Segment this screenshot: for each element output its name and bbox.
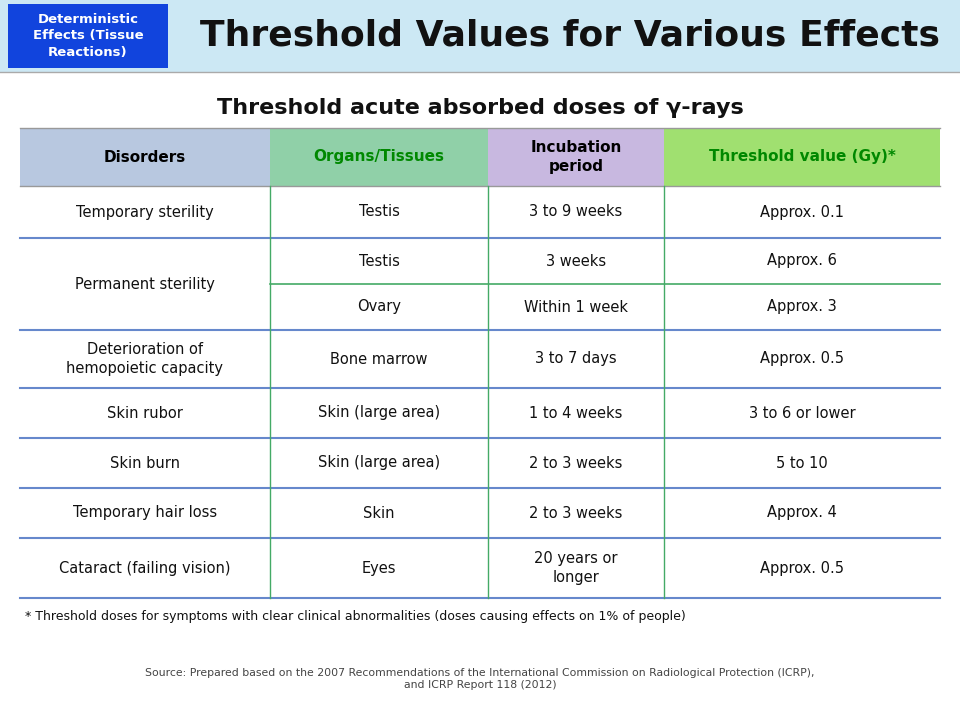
Text: Deterministic
Effects (Tissue
Reactions): Deterministic Effects (Tissue Reactions) (33, 13, 143, 59)
Bar (488, 128, 664, 186)
Text: Approx. 6: Approx. 6 (767, 253, 837, 269)
Bar (20, 330, 940, 388)
Text: Eyes: Eyes (362, 560, 396, 575)
Bar (20, 128, 270, 186)
Bar (20, 488, 940, 538)
Text: 2 to 3 weeks: 2 to 3 weeks (529, 505, 623, 521)
Text: Temporary sterility: Temporary sterility (76, 204, 214, 220)
Text: Organs/Tissues: Organs/Tissues (314, 150, 444, 164)
Text: 3 to 6 or lower: 3 to 6 or lower (749, 405, 855, 420)
Text: Ovary: Ovary (357, 300, 401, 315)
Text: Disorders: Disorders (104, 150, 186, 164)
Text: Cataract (failing vision): Cataract (failing vision) (60, 560, 230, 575)
Text: Approx. 3: Approx. 3 (767, 300, 837, 315)
Bar (20, 238, 940, 284)
Text: Threshold value (Gy)*: Threshold value (Gy)* (708, 150, 896, 164)
Text: Skin (large area): Skin (large area) (318, 405, 440, 420)
Bar (20, 538, 940, 598)
Text: Within 1 week: Within 1 week (524, 300, 628, 315)
Text: 2 to 3 weeks: 2 to 3 weeks (529, 456, 623, 470)
Text: Approx. 0.5: Approx. 0.5 (760, 560, 844, 575)
Bar (664, 128, 940, 186)
Bar (8, 4, 168, 68)
Bar (20, 438, 940, 488)
Text: Testis: Testis (359, 204, 399, 220)
Text: 3 to 7 days: 3 to 7 days (535, 351, 617, 366)
Text: Approx. 0.5: Approx. 0.5 (760, 351, 844, 366)
Text: Permanent sterility: Permanent sterility (75, 276, 215, 292)
Bar (20, 284, 940, 330)
Text: * Threshold doses for symptoms with clear clinical abnormalities (doses causing : * Threshold doses for symptoms with clea… (25, 610, 685, 623)
Text: Skin burn: Skin burn (110, 456, 180, 470)
Text: and ICRP Report 118 (2012): and ICRP Report 118 (2012) (404, 680, 556, 690)
Text: 5 to 10: 5 to 10 (776, 456, 828, 470)
Text: Skin (large area): Skin (large area) (318, 456, 440, 470)
Text: Bone marrow: Bone marrow (330, 351, 428, 366)
Text: Threshold acute absorbed doses of γ-rays: Threshold acute absorbed doses of γ-rays (217, 98, 743, 118)
Text: Skin: Skin (363, 505, 395, 521)
Text: Approx. 4: Approx. 4 (767, 505, 837, 521)
Text: Skin rubor: Skin rubor (108, 405, 183, 420)
Text: 20 years or
longer: 20 years or longer (535, 552, 617, 585)
Text: 3 weeks: 3 weeks (546, 253, 606, 269)
Bar (20, 388, 940, 438)
Text: Temporary hair loss: Temporary hair loss (73, 505, 217, 521)
Bar (270, 128, 488, 186)
Text: Source: Prepared based on the 2007 Recommendations of the International Commissi: Source: Prepared based on the 2007 Recom… (145, 668, 815, 678)
Text: Approx. 0.1: Approx. 0.1 (760, 204, 844, 220)
Text: Threshold Values for Various Effects: Threshold Values for Various Effects (200, 19, 940, 53)
Text: Deterioration of
hemopoietic capacity: Deterioration of hemopoietic capacity (66, 342, 224, 376)
Text: Testis: Testis (359, 253, 399, 269)
Text: 1 to 4 weeks: 1 to 4 weeks (529, 405, 623, 420)
Text: 3 to 9 weeks: 3 to 9 weeks (529, 204, 623, 220)
Bar (20, 186, 940, 238)
Text: Incubation
period: Incubation period (530, 140, 622, 174)
Bar (0, 0, 960, 72)
